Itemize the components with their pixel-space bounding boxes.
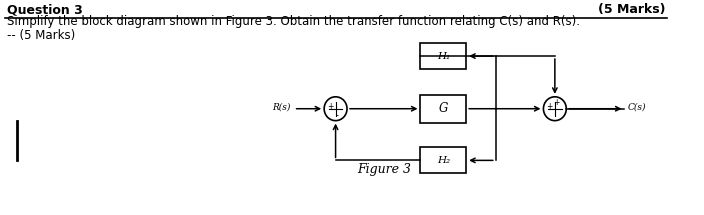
Text: +: + — [546, 102, 553, 111]
Bar — [420, 147, 466, 173]
Text: H₁: H₁ — [436, 52, 450, 61]
Text: R(s): R(s) — [272, 102, 291, 111]
Text: Question 3: Question 3 — [6, 3, 82, 16]
Bar — [420, 95, 466, 123]
Bar — [420, 43, 466, 69]
Text: -: - — [335, 111, 338, 120]
Text: Simplify the block diagram shown in Figure 3. Obtain the transfer function relat: Simplify the block diagram shown in Figu… — [6, 15, 579, 28]
Text: -- (5 Marks): -- (5 Marks) — [6, 29, 75, 42]
Text: +: + — [553, 98, 559, 107]
Text: H₂: H₂ — [436, 156, 450, 165]
Text: Figure 3: Figure 3 — [358, 163, 412, 176]
Text: +: + — [327, 102, 334, 111]
Text: (5 Marks): (5 Marks) — [598, 3, 665, 16]
Text: G: G — [439, 102, 448, 115]
Text: C(s): C(s) — [627, 102, 646, 111]
